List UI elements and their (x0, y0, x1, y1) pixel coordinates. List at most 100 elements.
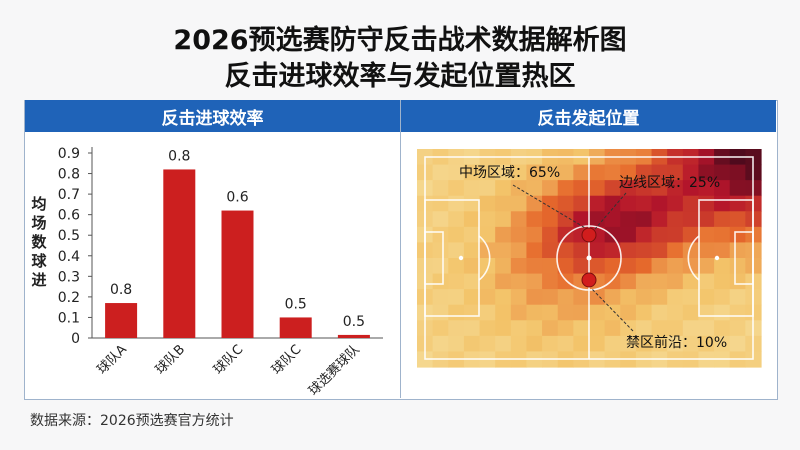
heat-cell (557, 211, 574, 228)
heat-cell (432, 242, 449, 259)
heat-cell (432, 335, 449, 353)
heat-cell (432, 195, 449, 212)
heat-cell (667, 335, 684, 353)
heat-cell (557, 320, 574, 337)
bar-data-label: 0.8 (110, 282, 132, 298)
heat-cell (714, 273, 731, 290)
heat-cell (729, 273, 746, 290)
heat-cell (729, 335, 746, 353)
heat-cell (557, 242, 574, 259)
heat-cell (635, 273, 653, 290)
heat-cell (542, 258, 559, 275)
heat-cell (463, 304, 481, 321)
right-goal-area (734, 231, 754, 285)
heat-cell (510, 164, 528, 181)
heat-cell (495, 320, 512, 337)
heat-cell (495, 258, 512, 275)
heat-cell (479, 242, 496, 259)
heat-cell (526, 226, 543, 244)
y-tick-label: 0.1 (58, 310, 80, 326)
heat-cell (682, 242, 700, 259)
heat-cell (714, 320, 731, 337)
heat-cell (448, 211, 465, 228)
heat-cell (526, 289, 543, 306)
bar-chart: 0 0.1 0.2 0.3 0.4 0.5 0.6 0.7 0.8 0.9 均场数球进 0.8 球队A 0… (31, 146, 383, 398)
heat-cell (589, 289, 606, 306)
heat-cell (682, 258, 700, 275)
heat-cell (510, 211, 528, 228)
heat-cell (479, 289, 496, 306)
heat-cell (604, 273, 621, 290)
heat-cell (510, 226, 528, 244)
heat-cell (479, 258, 496, 275)
heat-cell (635, 258, 653, 275)
heat-cell (495, 180, 512, 197)
heat-cell (604, 226, 621, 244)
y-tick-label: 0 (71, 331, 80, 347)
heat-cell (729, 180, 746, 197)
heat-cell (714, 258, 731, 275)
heat-cell (651, 164, 668, 181)
y-axis-label: 均场数球进 (31, 195, 47, 289)
heat-cell (448, 273, 465, 290)
heatmap-grid (417, 149, 762, 368)
heat-cell (526, 164, 543, 181)
heat-cell (557, 335, 574, 353)
x-tick-label: 球队A (95, 342, 130, 377)
heatmap-chart: 中场区域：65% 边线区域：25% 禁区前沿：10% (417, 149, 762, 368)
heat-cell (635, 335, 653, 353)
heat-cell (557, 304, 574, 321)
heat-cell (667, 211, 684, 228)
heat-cell (557, 289, 574, 306)
x-tick-label: 球选赛球队 (305, 342, 362, 398)
bar (221, 210, 254, 338)
heat-cell (573, 289, 590, 306)
heat-cell (714, 289, 731, 306)
heat-cell (635, 320, 653, 337)
heat-cell (620, 273, 637, 290)
heat-cell (667, 320, 684, 337)
heat-cell (604, 304, 621, 321)
annotation-label: 中场区域：65% (459, 165, 560, 181)
heat-cell (510, 195, 528, 212)
heat-cell (620, 335, 637, 353)
heat-cell (526, 211, 543, 228)
heat-cell (729, 304, 746, 321)
heat-cell (698, 195, 715, 212)
heat-cell (635, 180, 653, 197)
heat-cell (495, 273, 512, 290)
heat-cell (573, 258, 590, 275)
heat-cell (682, 226, 700, 244)
heat-cell (604, 195, 621, 212)
heat-cell (510, 242, 528, 259)
hotspot-marker (581, 272, 597, 288)
annotation-label: 禁区前沿：10% (626, 334, 727, 351)
heat-cell (667, 226, 684, 244)
heat-cell (448, 195, 465, 212)
heat-cell (573, 320, 590, 337)
heat-cell (448, 242, 465, 259)
heat-cell (542, 164, 559, 181)
left-panel-title: 反击进球效率 (25, 100, 400, 132)
heat-cell (729, 195, 746, 212)
heat-cell (604, 242, 621, 259)
heat-cell (589, 304, 606, 321)
heat-cell (463, 195, 481, 212)
right-panel-title: 反击发起位置 (401, 100, 776, 132)
heat-cell (510, 258, 528, 275)
heat-cell (448, 320, 465, 337)
heat-cell (651, 273, 668, 290)
heat-cell (714, 304, 731, 321)
heat-cell (651, 195, 668, 212)
annotation-label: 边线区域：25% (619, 175, 720, 191)
heat-cell (479, 164, 496, 181)
heat-cell (651, 226, 668, 244)
heat-cell (667, 304, 684, 321)
heat-cell (463, 164, 481, 181)
heat-cell (510, 304, 528, 321)
heat-cell (495, 211, 512, 228)
heat-cell (714, 242, 731, 259)
heat-cell (667, 273, 684, 290)
heat-cell (573, 304, 590, 321)
heat-cell (589, 258, 606, 275)
